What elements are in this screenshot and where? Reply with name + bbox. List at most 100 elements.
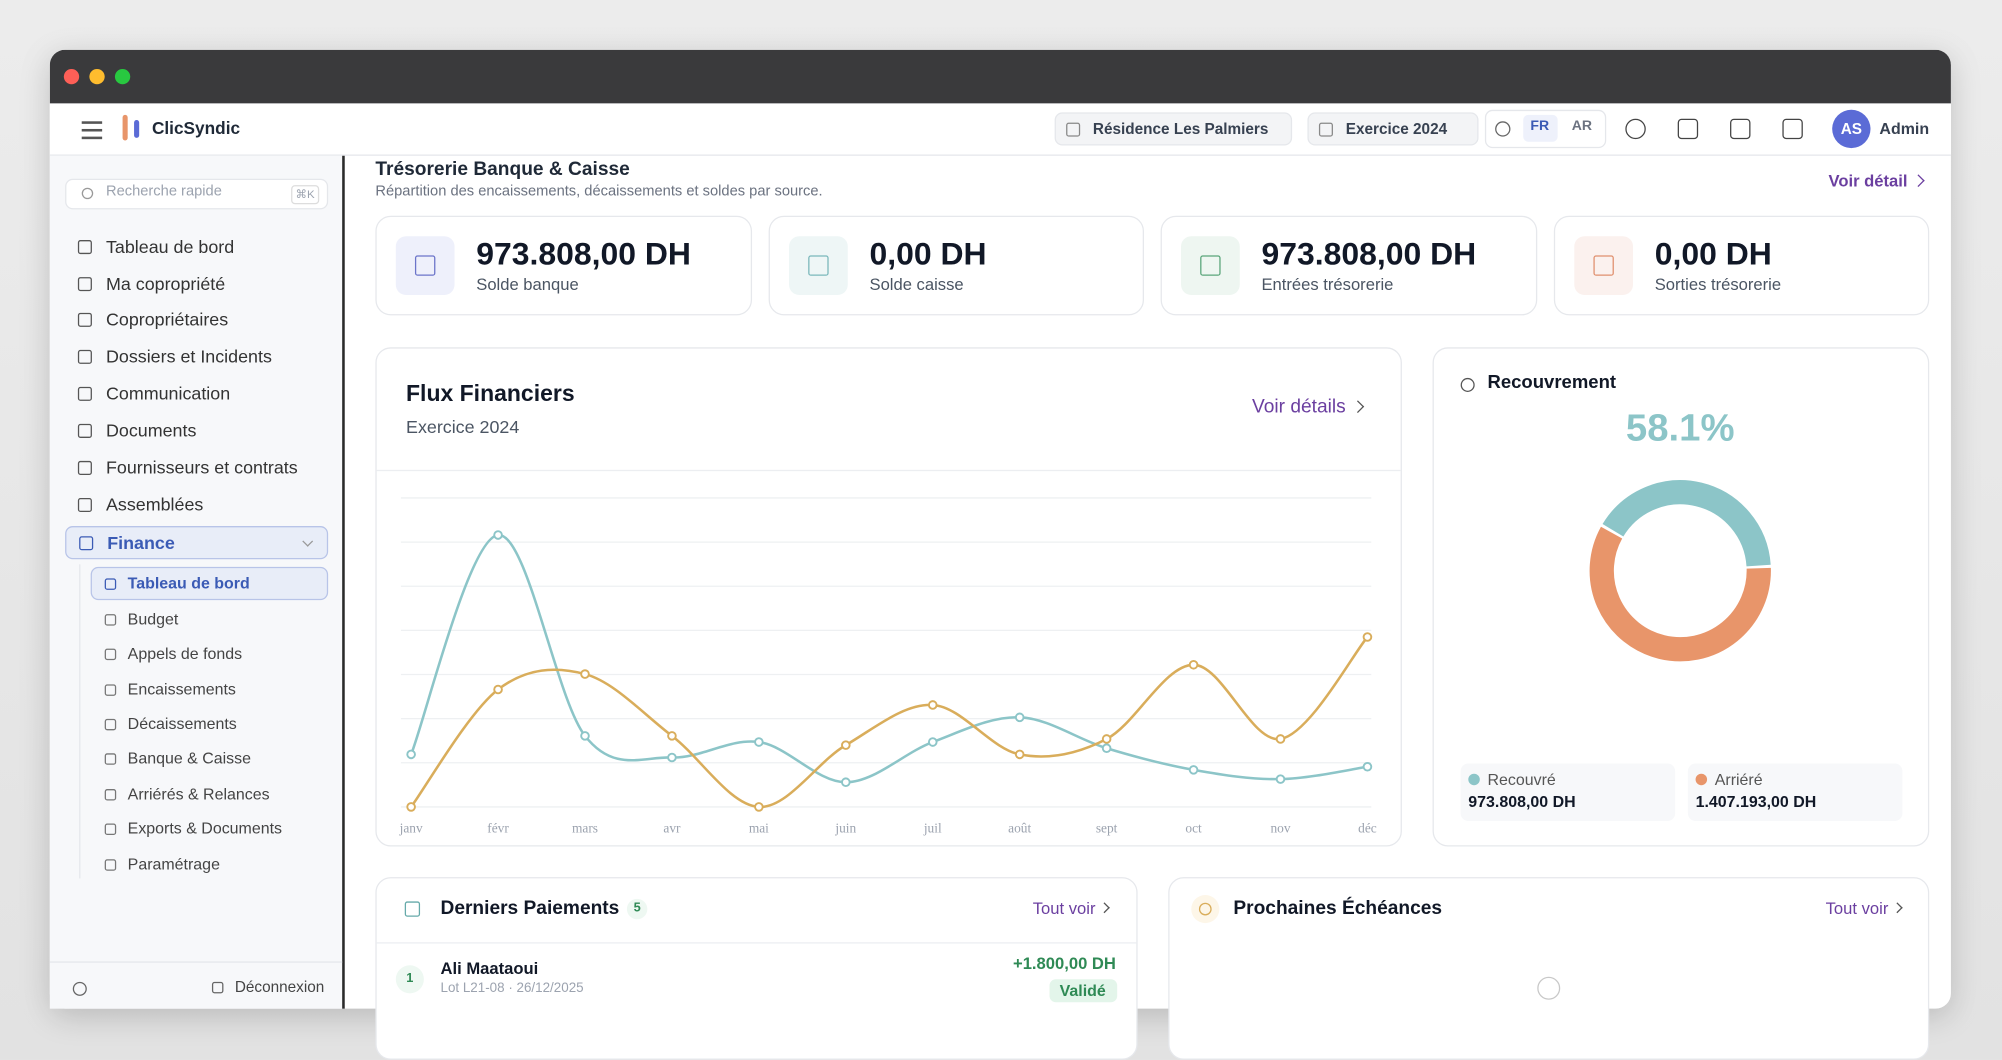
chart-title: Flux Financiers [406, 380, 575, 407]
series-point [406, 802, 416, 812]
series-point [927, 700, 938, 710]
sub-active[interactable] [90, 566, 329, 601]
series-point [580, 731, 590, 741]
legend-value: 973.808,00 DH [1468, 792, 1576, 811]
kbd [291, 185, 320, 205]
sub-item[interactable]: Banque & Caisse [127, 748, 252, 767]
row-index-bg [395, 965, 424, 994]
globe-icon [1495, 121, 1511, 137]
nav-icon [77, 497, 92, 512]
search-box[interactable] [65, 178, 329, 210]
series-point [667, 731, 677, 741]
x-tick-label: juil [923, 820, 942, 835]
series-point [754, 802, 764, 812]
kpi-value: 0,00 DH [1654, 236, 1772, 272]
section-link[interactable]: Voir détail [1828, 171, 1908, 191]
nav-item[interactable]: Fournisseurs et contrats [105, 456, 298, 478]
legend-dot [1468, 773, 1480, 786]
x-tick-label: mai [749, 820, 769, 835]
sub-icon [104, 613, 116, 625]
kpi-label: Solde caisse [869, 274, 964, 294]
kpi-icon [414, 255, 436, 276]
legend-label: Recouvré [1487, 770, 1556, 789]
section-subtitle: Répartition des encaissements, décaissem… [375, 183, 823, 200]
sub-item[interactable]: Tableau de bord [127, 573, 250, 592]
kpi-icon-bg [395, 236, 455, 295]
toolbar-icon[interactable] [1625, 118, 1646, 140]
recouvrement-card [1432, 347, 1930, 847]
user-name: Admin [1879, 119, 1930, 138]
kpi-value: 0,00 DH [869, 236, 987, 272]
echeances-link[interactable]: Tout voir [1825, 899, 1889, 919]
x-tick-label: oct [1185, 820, 1202, 835]
x-tick-label: juin [834, 820, 856, 835]
sub-icon [104, 577, 116, 590]
series-point [1275, 734, 1286, 744]
chart-link[interactable]: Voir détails [1252, 395, 1346, 418]
nav-item[interactable]: Tableau de bord [105, 235, 235, 257]
sub-item[interactable]: Budget [127, 609, 179, 628]
search-icon [81, 187, 93, 199]
menu-line [81, 136, 103, 139]
kbd-label: ⌘K [295, 187, 315, 200]
x-tick-label: févr [487, 820, 509, 835]
donut-segment [1602, 480, 1771, 567]
lang-fr-bg[interactable] [1523, 114, 1558, 142]
card-sep [376, 942, 1137, 944]
count-badge [626, 898, 648, 920]
sub-item[interactable]: Encaissements [127, 679, 236, 698]
row-name[interactable]: Ali Maataoui [440, 959, 539, 979]
sub-item[interactable]: Décaissements [127, 714, 237, 733]
nav-icon [77, 460, 92, 475]
close-dot[interactable] [63, 68, 80, 85]
sub-line [79, 564, 81, 879]
sub-item[interactable]: Appels de fonds [127, 644, 243, 663]
menu-line [81, 128, 103, 131]
lang-fr[interactable]: FR [1530, 119, 1550, 135]
status-badge [1049, 979, 1118, 1003]
kpi-icon-bg [789, 236, 848, 295]
series-point [1275, 774, 1286, 784]
sub-icon [104, 822, 116, 835]
sub-item[interactable]: Paramétrage [127, 854, 220, 873]
x-tick-label: nov [1270, 820, 1290, 835]
nav-icon [77, 312, 92, 327]
nav-item[interactable]: Ma copropriété [105, 272, 226, 294]
lang-ar[interactable]: AR [1571, 119, 1593, 135]
sub-item[interactable]: Arriérés & Relances [127, 784, 270, 803]
row-amount: +1.800,00 DH [1013, 954, 1116, 974]
app-name: ClicSyndic [151, 118, 241, 138]
toolbar-icon[interactable] [1782, 118, 1803, 140]
payments-card [375, 877, 1138, 1060]
payments-link[interactable]: Tout voir [1032, 899, 1096, 919]
logo-bar [122, 114, 128, 141]
logout[interactable]: Déconnexion [234, 977, 325, 996]
toolbar-icon[interactable] [1677, 118, 1699, 140]
series-point [1188, 660, 1199, 670]
pie-icon [1460, 377, 1475, 392]
nav-item[interactable]: Assemblées [105, 493, 204, 515]
toolbar-icon[interactable] [1730, 118, 1751, 140]
nav-item[interactable]: Documents [105, 419, 197, 440]
nav-item[interactable]: Dossiers et Incidents [105, 345, 272, 366]
nav-item[interactable]: Copropriétaires [105, 308, 229, 329]
payments-title: Derniers Paiements [440, 897, 620, 920]
kpi-card [375, 215, 753, 316]
series-line [409, 533, 1368, 784]
sub-item[interactable]: Exports & Documents [127, 819, 283, 837]
avatar[interactable] [1832, 109, 1871, 149]
legend-box [1687, 763, 1903, 821]
finance-item[interactable] [65, 526, 329, 560]
max-dot[interactable] [114, 68, 131, 85]
donut-segment [1589, 526, 1771, 662]
exercice-select[interactable] [1307, 112, 1479, 146]
min-dot[interactable] [89, 68, 105, 85]
residence-select[interactable] [1054, 112, 1293, 146]
echeances-card [1168, 877, 1930, 1060]
nav-item[interactable]: Communication [105, 382, 231, 403]
settings-icon[interactable] [72, 981, 87, 996]
nav-icon [77, 276, 92, 291]
menu-line[interactable] [81, 121, 103, 124]
card-icon [404, 901, 421, 917]
